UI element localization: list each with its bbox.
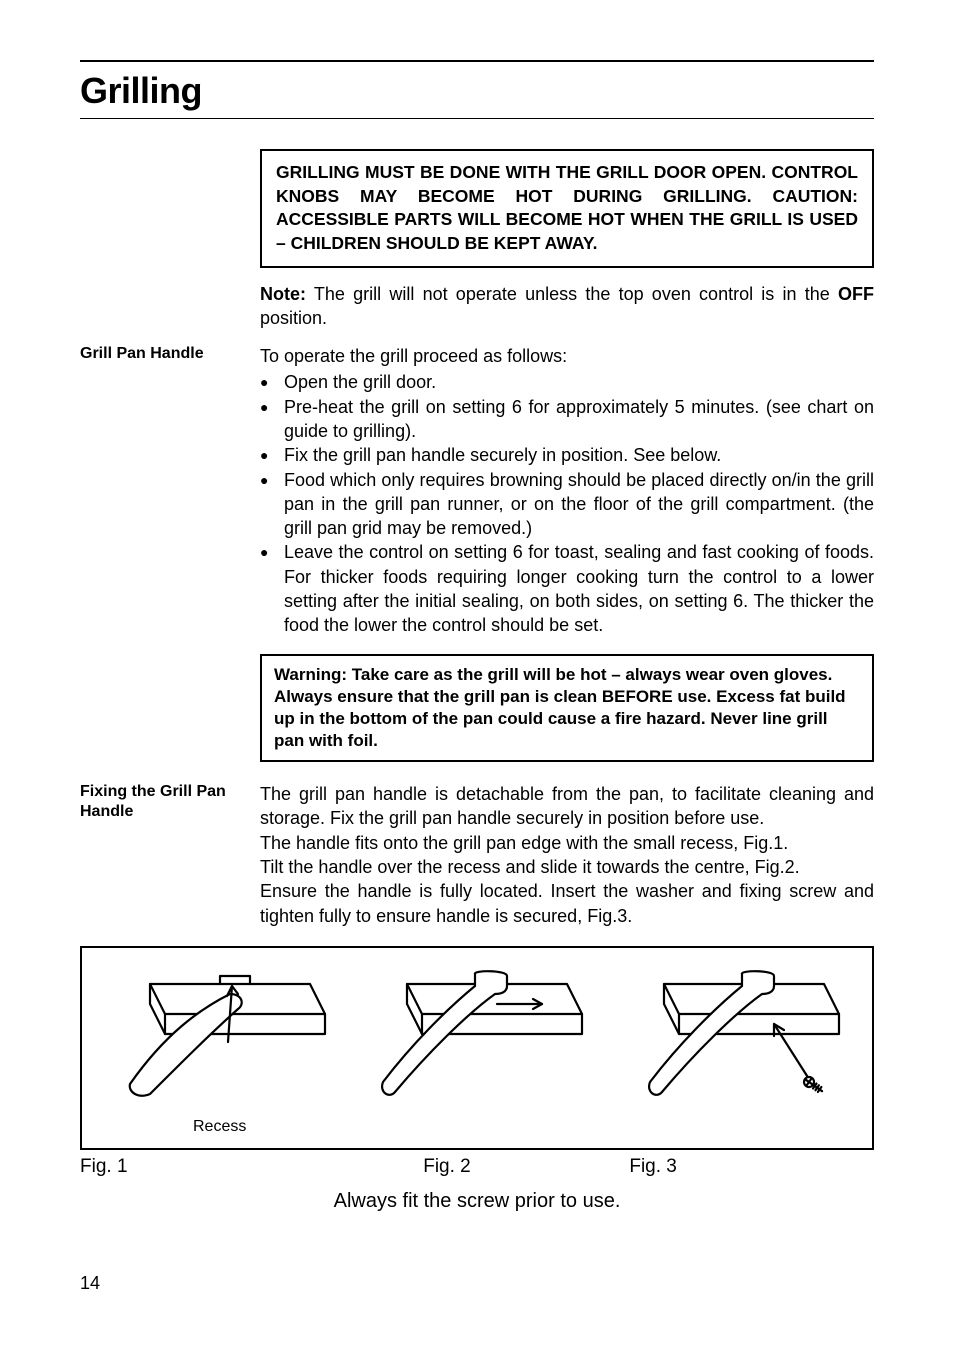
side-label-fixing-handle: Fixing the Grill Pan Handle xyxy=(80,782,244,822)
side-label-grill-pan-handle: Grill Pan Handle xyxy=(80,344,244,364)
fig1-caption: Fig. 1 xyxy=(80,1156,325,1178)
bullet-item: ●Food which only requires browning shoul… xyxy=(260,468,874,541)
bullet-list: ●Open the grill door. ●Pre-heat the gril… xyxy=(260,370,874,637)
bullet-text: Pre-heat the grill on setting 6 for appr… xyxy=(284,395,874,444)
bullet-icon: ● xyxy=(260,443,284,467)
bullet-text: Fix the grill pan handle securely in pos… xyxy=(284,443,874,467)
bullet-icon: ● xyxy=(260,468,284,541)
fig2-caption: Fig. 2 xyxy=(325,1156,570,1178)
note-label: Note: xyxy=(260,284,306,304)
figure-2-drawing xyxy=(361,964,592,1114)
warning-box-2: Warning: Take care as the grill will be … xyxy=(260,654,874,762)
intro-line: To operate the grill proceed as follows: xyxy=(260,344,874,368)
bullet-icon: ● xyxy=(260,540,284,637)
row-warning: GRILLING MUST BE DONE WITH THE GRILL DOO… xyxy=(80,149,874,330)
warning-box-1: GRILLING MUST BE DONE WITH THE GRILL DOO… xyxy=(260,149,874,268)
bullet-text: Leave the control on setting 6 for toast… xyxy=(284,540,874,637)
fixing-paragraph: The grill pan handle is detachable from … xyxy=(260,782,874,928)
figures-box: Recess xyxy=(80,946,874,1150)
row-fixing-handle: Fixing the Grill Pan Handle The grill pa… xyxy=(80,782,874,928)
figure-3-drawing xyxy=(619,964,850,1114)
bullet-item: ●Leave the control on setting 6 for toas… xyxy=(260,540,874,637)
bullet-item: ●Fix the grill pan handle securely in po… xyxy=(260,443,874,467)
figure-captions: Fig. 1 Fig. 2 Fig. 3 xyxy=(80,1156,874,1178)
fig3-caption: Fig. 3 xyxy=(569,1156,874,1178)
bullet-item: ●Pre-heat the grill on setting 6 for app… xyxy=(260,395,874,444)
note-tail: position. xyxy=(260,308,327,328)
bullet-item: ●Open the grill door. xyxy=(260,370,874,394)
figure-1: Recess xyxy=(104,964,335,1136)
top-rule xyxy=(80,60,874,62)
bullet-text: Open the grill door. xyxy=(284,370,874,394)
note-paragraph: Note: The grill will not operate unless … xyxy=(260,282,874,331)
title-underline xyxy=(80,118,874,119)
row-grill-pan-handle: Grill Pan Handle To operate the grill pr… xyxy=(80,344,874,762)
figure-1-drawing xyxy=(104,964,335,1114)
note-text: The grill will not operate unless the to… xyxy=(306,284,838,304)
footer-instruction: Always fit the screw prior to use. xyxy=(80,1190,874,1213)
page-title: Grilling xyxy=(80,66,874,118)
figure-2 xyxy=(361,964,592,1136)
bullet-icon: ● xyxy=(260,370,284,394)
bullet-text: Food which only requires browning should… xyxy=(284,468,874,541)
recess-label: Recess xyxy=(104,1118,335,1136)
page-number: 14 xyxy=(80,1273,874,1294)
figure-3 xyxy=(619,964,850,1136)
bullet-icon: ● xyxy=(260,395,284,444)
note-off: OFF xyxy=(838,284,874,304)
